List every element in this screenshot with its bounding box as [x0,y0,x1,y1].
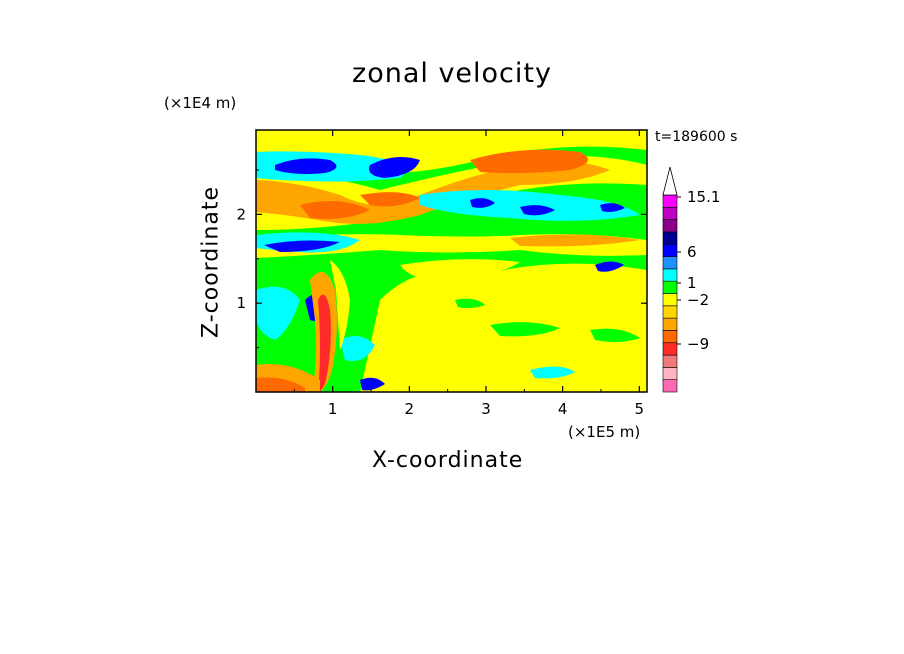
colorbar-label: 15.1 [687,188,720,206]
colorbar-swatch [662,367,678,380]
colorbar: 15.1 6 1−2 −9 [662,166,720,393]
contour-field [256,130,647,392]
colorbar-swatch [662,256,678,270]
colorbar-label: −9 [687,335,709,353]
plot-frame [255,129,648,393]
colorbar-label: 6 [687,243,697,261]
colorbar-label: 1 [687,274,697,292]
y-tick-label: 1 [236,294,246,312]
colorbar-swatch [662,243,678,257]
colorbar-swatch [662,219,678,233]
x-tick-label: 4 [558,400,568,418]
x-tick-label: 3 [481,400,491,418]
x-tick-label: 1 [328,400,338,418]
chart-title: zonal velocity [352,58,552,89]
colorbar-swatch [662,330,678,344]
colorbar-swatch [662,207,678,220]
colorbar-swatch [662,231,678,245]
colorbar-swatch [662,342,678,356]
time-label: t=189600 s [655,129,738,145]
x-tick-label: 2 [405,400,415,418]
y-axis-unit: (×1E4 m) [164,94,237,112]
colorbar-swatch [662,280,678,294]
colorbar-swatch [662,305,678,319]
x-axis-unit: (×1E5 m) [568,423,641,441]
colorbar-swatch [662,379,678,393]
colorbar-swatch [662,268,678,282]
x-axis-label: X-coordinate [372,448,524,473]
colorbar-label: −2 [687,291,709,309]
colorbar-swatch [662,317,678,331]
colorbar-swatch [662,194,678,208]
x-tick-label: 5 [635,400,645,418]
colorbar-swatch [662,354,678,368]
y-tick-label: 2 [236,205,246,223]
axis-ticks: 1 2 3 4 5 1 2 [236,130,647,418]
colorbar-swatch [662,293,678,307]
colorbar-extend-arrow [662,166,678,196]
